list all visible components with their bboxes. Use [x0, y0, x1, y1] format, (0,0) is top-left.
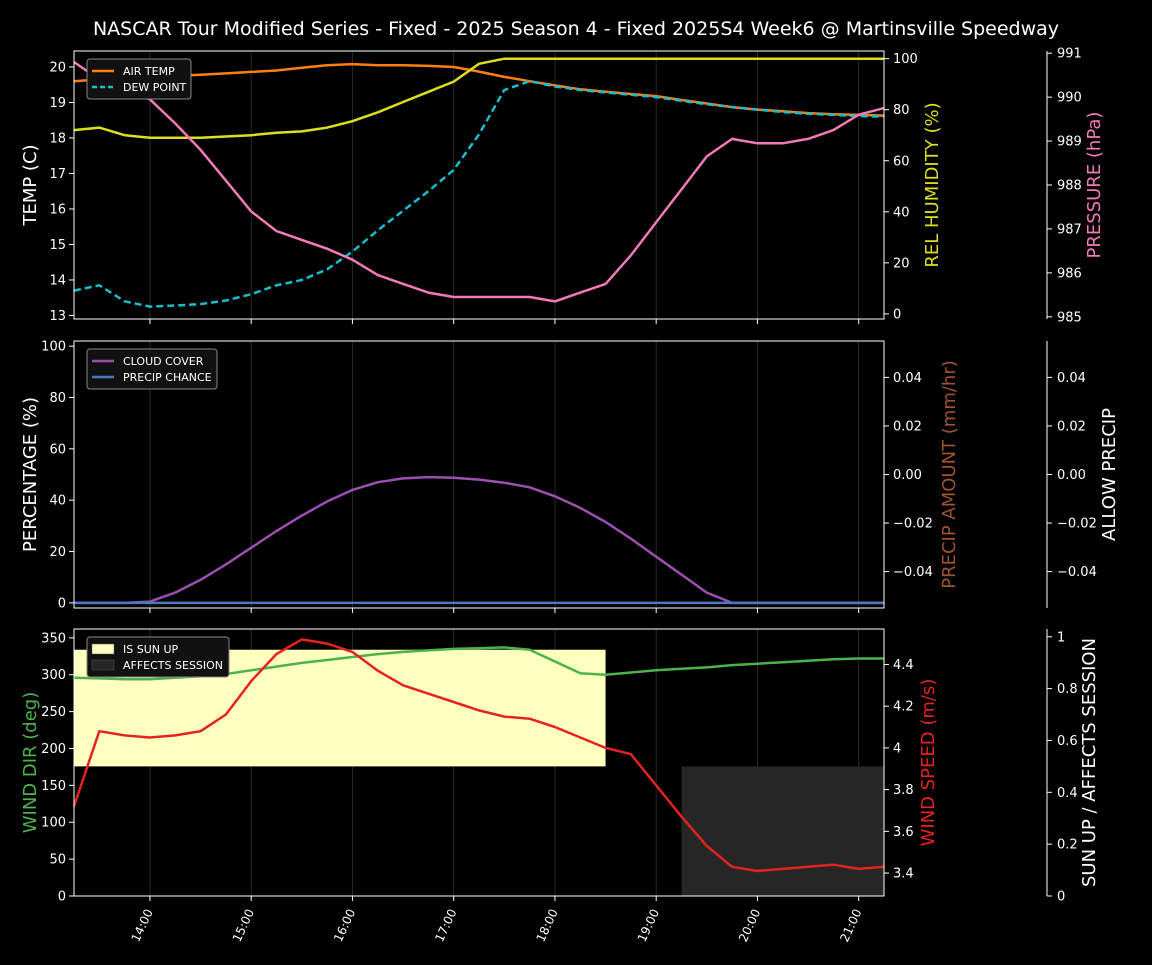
y-tick-label: 0.2 [1057, 838, 1078, 853]
y-tick-label: 0.00 [1057, 468, 1086, 483]
legend-label: AFFECTS SESSION [123, 659, 223, 672]
y-tick-label: 986 [1057, 266, 1082, 281]
y-tick-label: 4 [893, 741, 901, 756]
y-tick-label: 0.04 [893, 371, 922, 386]
y-tick-label: 40 [893, 205, 910, 220]
axis-label: WIND SPEED (m/s) [918, 679, 939, 847]
y-tick-label: 0.4 [1057, 786, 1078, 801]
y-tick-label: 50 [49, 853, 66, 868]
y-tick-label: 988 [1057, 179, 1082, 194]
y-tick-label: 100 [41, 340, 66, 355]
legend-box [86, 636, 230, 678]
y-tick-label: 100 [893, 52, 918, 67]
y-tick-label: 200 [41, 742, 66, 757]
y-tick-label: 0 [58, 890, 66, 905]
y-tick-label: 80 [49, 391, 66, 406]
y-tick-label: 3.6 [893, 825, 914, 840]
y-tick-label: 0 [893, 307, 901, 322]
axis-label: REL HUMIDITY (%) [922, 102, 943, 267]
legend-swatch [91, 643, 115, 655]
y-tick-label: 20 [49, 60, 66, 75]
region-affects-session [681, 766, 884, 896]
y-tick-label: 0.6 [1057, 734, 1078, 749]
y-tick-label: 300 [41, 668, 66, 683]
y-tick-label: 16 [49, 202, 66, 217]
series-line-p2-1 [72, 638, 885, 873]
series-line-p0-0 [73, 62, 885, 117]
series-line-p0-3 [73, 60, 885, 303]
axis-label: SUN UP / AFFECTS SESSION [1079, 638, 1100, 887]
y-tick-label: −0.04 [1057, 565, 1097, 580]
y-tick-label: 0.8 [1057, 682, 1078, 697]
y-tick-label: 150 [41, 779, 66, 794]
y-tick-label: 985 [1057, 310, 1082, 325]
y-tick-label: 18 [49, 131, 66, 146]
y-tick-label: 20 [49, 545, 66, 560]
legend-label: IS SUN UP [123, 643, 179, 656]
y-tick-label: 3.4 [893, 867, 914, 882]
axis-label: PRESSURE (hPa) [1084, 112, 1105, 259]
legend-box [86, 348, 218, 390]
series-line-p0-1 [73, 79, 885, 308]
y-tick-label: 14 [49, 273, 66, 288]
y-tick-label: 3.8 [893, 783, 914, 798]
legend-swatch [91, 659, 115, 671]
y-tick-label: −0.04 [893, 565, 933, 580]
y-tick-label: 4.4 [893, 658, 914, 673]
y-tick-label: 0.02 [1057, 419, 1086, 434]
y-tick-label: 4.2 [893, 700, 914, 715]
y-tick-label: 0 [58, 596, 66, 611]
axis-label: PERCENTAGE (%) [20, 397, 41, 552]
y-tick-label: 15 [49, 238, 66, 253]
y-tick-label: 17 [49, 167, 66, 182]
plot-frame [73, 50, 885, 320]
series-line-p0-2 [73, 57, 884, 140]
y-tick-label: 350 [41, 631, 66, 646]
axis-label: ALLOW PRECIP [1099, 408, 1120, 541]
y-tick-label: 20 [893, 256, 910, 271]
y-tick-label: 100 [41, 816, 66, 831]
legend-label: CLOUD COVER [123, 355, 204, 368]
y-tick-label: 0 [1057, 890, 1065, 905]
y-tick-label: −0.02 [1057, 517, 1097, 532]
chart-title: NASCAR Tour Modified Series - Fixed - 20… [93, 18, 1059, 40]
y-tick-label: 987 [1057, 222, 1082, 237]
y-tick-label: 0.00 [893, 468, 922, 483]
y-tick-label: 19 [49, 96, 66, 111]
y-tick-label: 13 [49, 309, 66, 324]
y-tick-label: 40 [49, 494, 66, 509]
y-tick-label: 991 [1057, 47, 1082, 62]
y-tick-label: 990 [1057, 91, 1082, 106]
plot-frame [73, 628, 885, 897]
axis-label: WIND DIR (deg) [20, 692, 41, 834]
y-tick-label: 60 [893, 154, 910, 169]
legend-label: PRECIP CHANCE [123, 371, 212, 384]
axis-label: PRECIP AMOUNT (mm/hr) [939, 360, 960, 589]
axis-label: TEMP (C) [20, 144, 41, 226]
y-tick-label: 80 [893, 103, 910, 118]
y-tick-label: 989 [1057, 135, 1082, 150]
legend-box [86, 58, 192, 100]
y-tick-label: 0.02 [893, 419, 922, 434]
y-tick-label: 250 [41, 705, 66, 720]
legend-label: AIR TEMP [123, 65, 175, 78]
y-tick-label: 60 [49, 442, 66, 457]
legend-label: DEW POINT [123, 81, 187, 94]
y-tick-label: 1 [1057, 630, 1065, 645]
y-tick-label: −0.02 [893, 517, 933, 532]
y-tick-label: 0.04 [1057, 371, 1086, 386]
